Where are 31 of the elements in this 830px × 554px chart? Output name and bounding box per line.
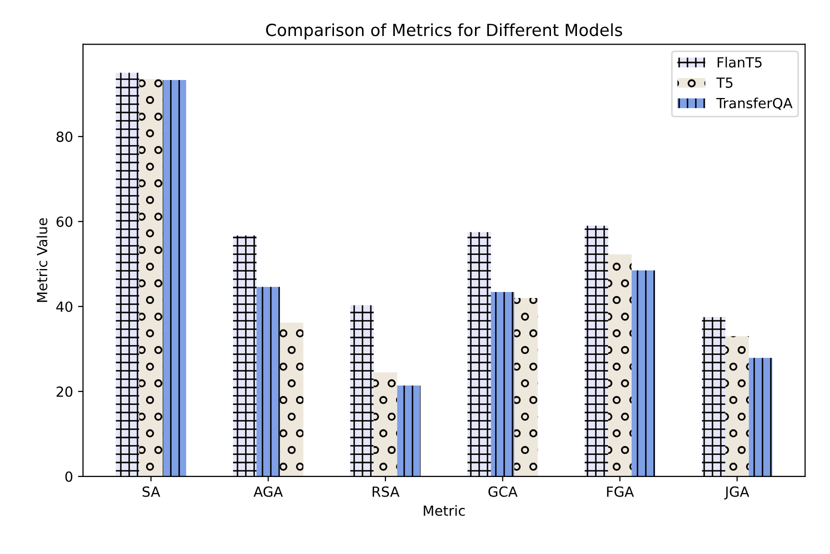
bar [397,386,421,476]
bar [467,232,491,476]
x-tick-label: GCA [488,486,518,497]
x-tick-label: FGA [607,486,634,497]
x-axis-title: Metric [424,505,465,516]
bar [725,336,749,476]
bar [116,72,140,476]
bar [350,305,374,476]
y-tick-label: 60 [56,216,72,227]
legend-label: T5 [716,78,732,88]
x-tick-label: SA [142,486,160,497]
y-tick-label: 20 [56,386,72,397]
bar [374,372,398,476]
bar [233,236,256,476]
bar [632,270,656,476]
bar [139,79,163,476]
bar [584,226,608,476]
chart-title: Comparison of Metrics for Different Models [266,23,622,40]
bar [748,358,772,476]
legend-label: TransferQA [716,98,792,110]
bar [702,317,726,476]
y-tick-label: 0 [65,471,72,482]
y-tick-label: 80 [56,131,72,142]
y-tick-label: 40 [56,301,72,312]
x-tick-label: AGA [254,486,283,497]
bar [608,254,632,476]
x-tick-label: RSA [372,486,400,497]
bar [162,80,186,476]
y-axis-title: Metric Value [36,218,48,302]
x-tick-label: JGA [724,486,750,500]
legend-label: FlanT5 [718,56,762,68]
